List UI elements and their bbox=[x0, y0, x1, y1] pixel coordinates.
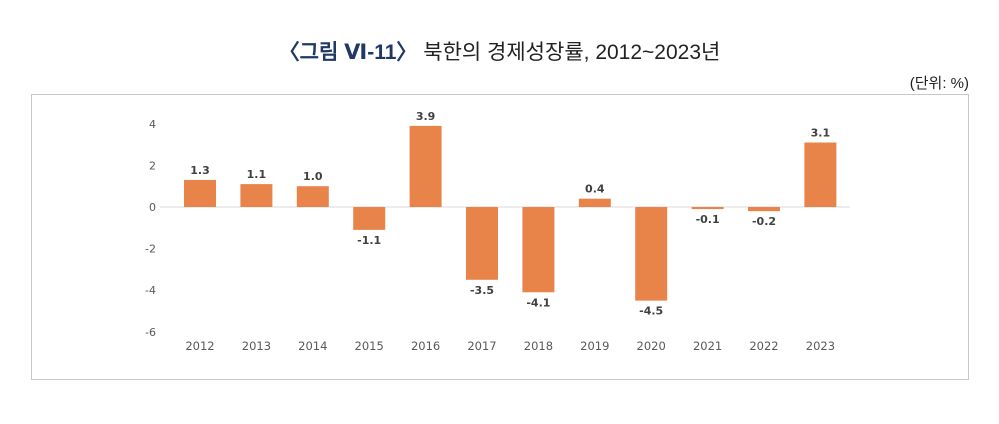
bar-2012 bbox=[184, 179, 216, 207]
bar-2018 bbox=[522, 207, 555, 293]
bar-2021 bbox=[691, 207, 724, 210]
bar-2019 bbox=[578, 198, 611, 207]
x-tick-label: 2012 bbox=[185, 339, 214, 353]
y-tick-label: 0 bbox=[149, 201, 156, 214]
y-tick-label: -2 bbox=[145, 243, 156, 256]
bar-2022 bbox=[748, 207, 780, 212]
figure-number: 〈그림 Ⅵ-11〉 bbox=[278, 41, 418, 64]
x-tick-label: 2017 bbox=[467, 339, 496, 353]
data-label: 3.1 bbox=[811, 127, 831, 140]
bar-2016 bbox=[409, 125, 442, 207]
x-tick-label: 2015 bbox=[355, 339, 384, 353]
bar-2017 bbox=[466, 207, 498, 280]
y-tick-label: -4 bbox=[145, 284, 156, 297]
data-label: 3.9 bbox=[416, 110, 436, 123]
y-tick-label: 2 bbox=[149, 159, 156, 172]
y-tick-label: 4 bbox=[149, 118, 156, 131]
title-text: 북한의 경제성장률, 2012~2023년 bbox=[423, 41, 721, 64]
y-tick-label: -6 bbox=[145, 326, 156, 339]
chart-title: 〈그림 Ⅵ-11〉 북한의 경제성장률, 2012~2023년 bbox=[0, 36, 999, 66]
x-tick-label: 2013 bbox=[242, 339, 271, 353]
x-tick-label: 2022 bbox=[749, 339, 778, 353]
bar-2023 bbox=[804, 142, 837, 207]
unit-label: (단위: %) bbox=[909, 75, 969, 92]
x-tick-label: 2016 bbox=[411, 339, 440, 353]
data-label: -4.5 bbox=[639, 305, 663, 318]
x-tick-label: 2014 bbox=[298, 339, 327, 353]
bar-2013 bbox=[240, 184, 273, 207]
data-label: -3.5 bbox=[470, 284, 494, 297]
data-label: 1.3 bbox=[190, 164, 210, 177]
bar-2020 bbox=[635, 207, 668, 301]
x-tick-label: 2020 bbox=[637, 339, 666, 353]
bar-2015 bbox=[353, 207, 386, 230]
data-label: 0.4 bbox=[585, 183, 605, 196]
data-label: -1.1 bbox=[357, 234, 381, 247]
x-tick-label: 2018 bbox=[524, 339, 553, 353]
chart-frame bbox=[31, 94, 969, 380]
data-label: -0.1 bbox=[696, 213, 720, 226]
x-tick-label: 2021 bbox=[693, 339, 722, 353]
data-label: -0.2 bbox=[752, 215, 776, 228]
bar-2014 bbox=[296, 186, 329, 207]
data-label: -4.1 bbox=[526, 296, 550, 309]
x-tick-label: 2019 bbox=[580, 339, 609, 353]
x-tick-label: 2023 bbox=[806, 339, 835, 353]
data-label: 1.1 bbox=[247, 168, 267, 181]
data-label: 1.0 bbox=[303, 170, 323, 183]
